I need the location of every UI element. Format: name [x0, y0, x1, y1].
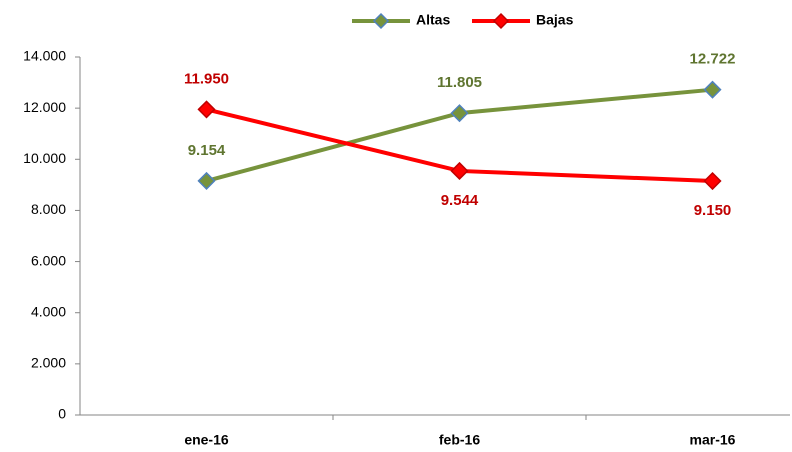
legend-label: Altas: [416, 12, 450, 28]
data-label: 9.544: [441, 192, 479, 209]
marker: [197, 100, 216, 119]
legend-marker: [492, 12, 510, 30]
data-label: 12.722: [690, 51, 736, 68]
y-tick-label: 12.000: [23, 99, 66, 115]
data-label: 9.154: [188, 142, 226, 159]
y-tick-label: 2.000: [31, 355, 66, 371]
marker: [450, 104, 469, 123]
y-tick-label: 14.000: [23, 48, 66, 64]
data-label: 9.150: [694, 202, 732, 219]
data-label: 11.950: [184, 70, 229, 87]
marker: [197, 171, 216, 190]
y-tick-label: 8.000: [31, 201, 66, 217]
x-tick-label: ene-16: [184, 432, 229, 448]
y-tick-label: 10.000: [23, 150, 66, 166]
x-tick-label: mar-16: [690, 432, 736, 448]
legend-label: Bajas: [536, 12, 574, 28]
x-tick-label: feb-16: [439, 432, 480, 448]
data-label: 11.805: [437, 74, 482, 91]
marker: [703, 80, 722, 99]
y-tick-label: 0: [58, 406, 66, 422]
y-tick-label: 4.000: [31, 303, 66, 319]
marker: [450, 161, 469, 181]
legend-marker: [372, 12, 390, 30]
marker: [703, 171, 722, 191]
y-tick-label: 6.000: [31, 252, 66, 268]
